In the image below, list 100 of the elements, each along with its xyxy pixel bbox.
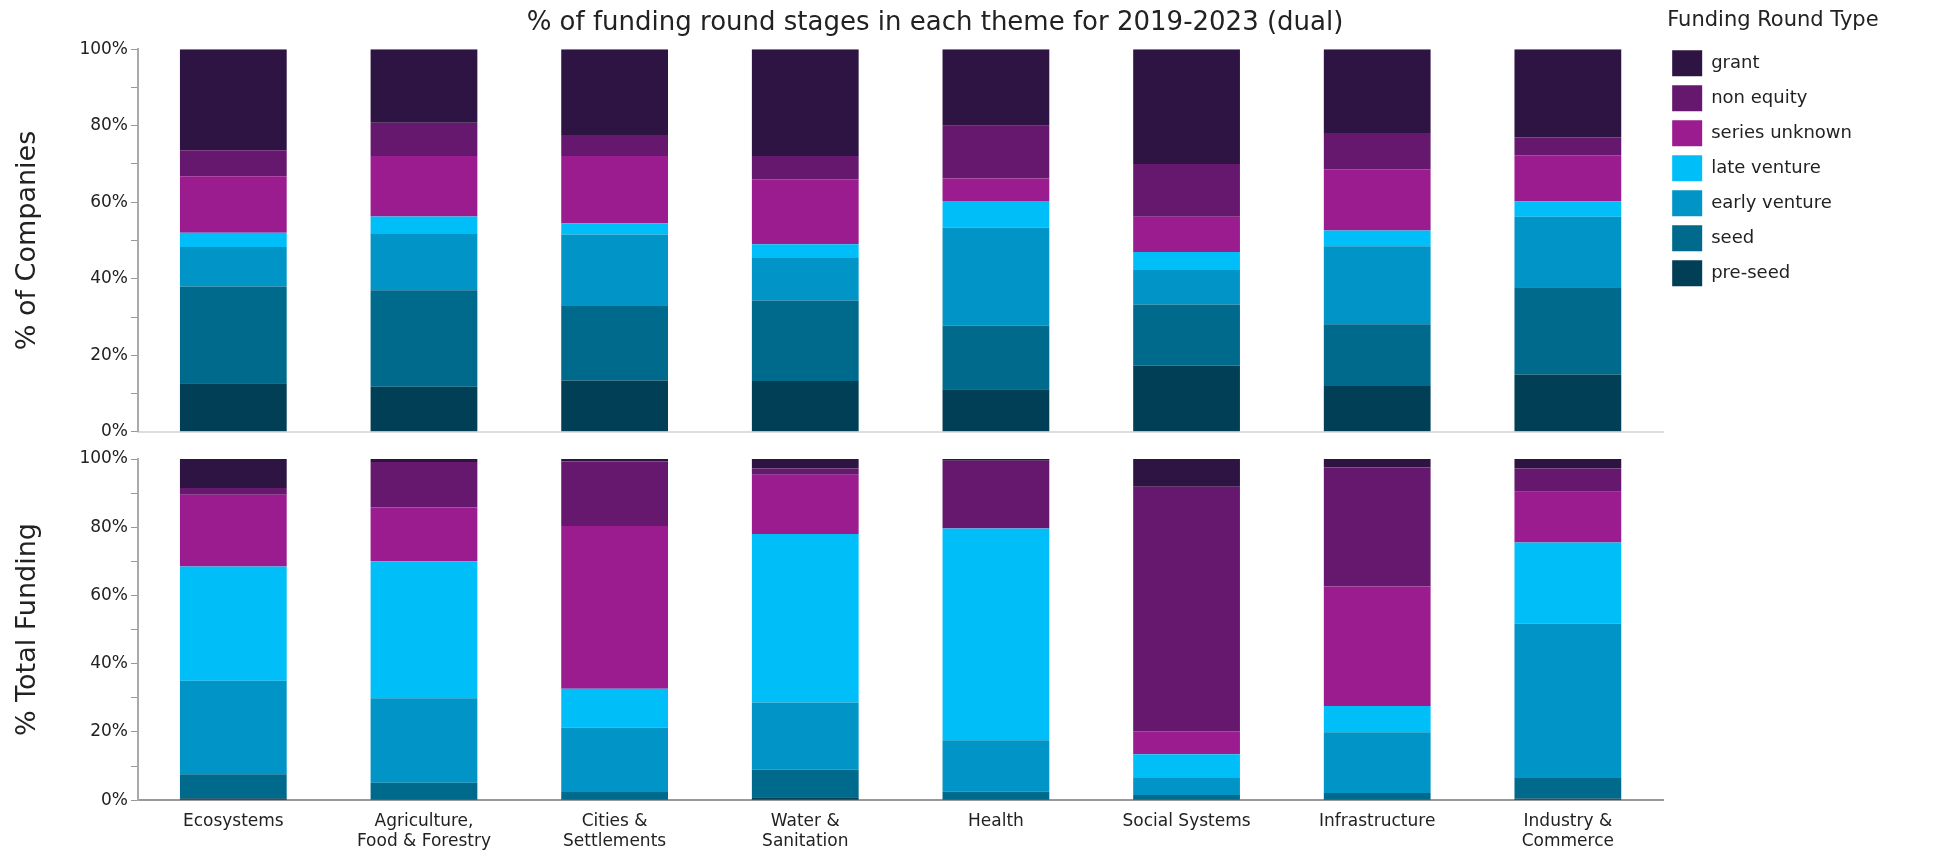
x-tick-label: Infrastructure [1319,809,1436,830]
legend-label: non equity [1711,85,1808,107]
legend-label: late venture [1711,155,1821,177]
bar [751,179,859,245]
bar [1514,542,1622,624]
bar [942,791,1050,800]
y-tick-label: 20% [90,720,128,741]
bar [561,155,668,224]
bar [561,223,668,235]
bar [179,247,287,287]
bar [1514,777,1622,799]
bar [751,468,859,475]
bar [561,727,668,793]
bar [561,49,668,135]
legend-label: grant [1711,50,1760,72]
bar [1323,467,1431,587]
bar [1323,706,1431,733]
bar [1133,365,1240,432]
bar [1514,137,1622,156]
bar [942,201,1050,228]
bar [1514,374,1622,432]
legend-title: Funding Round Type [1667,6,1879,32]
bar [1323,385,1431,432]
y-tick-label: 80% [90,114,128,135]
bar [1514,491,1622,543]
bar [942,740,1050,792]
bar [1133,216,1240,252]
legend-label: seed [1711,225,1755,247]
bar [1323,459,1431,468]
bar [179,680,287,775]
bar [942,178,1050,202]
y-tick-label: 100% [79,447,128,468]
bar [751,459,859,469]
y-tick-label: 100% [79,37,128,58]
bar [370,459,478,463]
bar [370,507,478,562]
bar [1323,246,1431,325]
bar [751,702,859,770]
bar [751,155,859,180]
bar [751,380,859,432]
x-tick-label: Health [968,809,1024,830]
bar [942,528,1050,741]
bar [561,688,668,728]
bar [1514,468,1622,492]
bar [370,462,478,508]
bar [179,383,287,432]
bar [1514,155,1622,202]
bar [1133,459,1240,487]
x-tick-label: Industry & Commerce [1521,809,1614,851]
bar [370,216,478,234]
y-axis-title: % Total Funding [10,523,42,737]
bar [1514,201,1622,217]
y-tick-label: 0% [101,788,128,809]
bar [179,49,287,151]
legend-label: early venture [1711,190,1832,212]
bar [370,122,478,156]
bar [1323,324,1431,386]
y-tick-label: 40% [90,652,128,673]
bar [179,150,287,177]
bar [561,525,668,689]
bar [1323,132,1431,170]
legend-label: pre-seed [1711,260,1791,282]
bar [561,234,668,306]
bar [1133,163,1240,217]
bar [179,488,287,495]
bar [1323,169,1431,231]
bar [370,49,478,123]
bar [1323,49,1431,133]
bar [751,49,859,156]
bar [942,125,1050,179]
bar [561,792,668,800]
x-tick-label: Social Systems [1122,809,1251,830]
bar [370,561,478,699]
bar [179,232,287,247]
bar [1133,731,1240,755]
bar [179,176,287,233]
bar [370,698,478,783]
bar [179,774,287,799]
bar [1133,486,1240,732]
legend-label: series unknown [1711,120,1853,142]
y-tick-label: 80% [90,515,128,536]
bar [1133,251,1240,270]
bar [751,300,859,381]
bar [1323,793,1431,800]
chart-title: % of funding round stages in each theme for 2019-2023 (dual) [526,6,1344,37]
x-tick-label: Ecosystems [182,809,284,830]
y-tick-label: 0% [101,420,128,441]
bar [1133,269,1240,305]
bar [1514,623,1622,778]
bar [751,797,859,800]
bar [1133,304,1240,366]
bar [751,244,859,258]
y-tick-label: 40% [90,267,128,288]
bar [370,386,478,432]
bar [1323,732,1431,794]
x-tick-label: Water & Sanitation [762,809,849,851]
bar [179,494,287,567]
bar [942,49,1050,126]
bar [1514,49,1622,138]
bar [370,290,478,387]
